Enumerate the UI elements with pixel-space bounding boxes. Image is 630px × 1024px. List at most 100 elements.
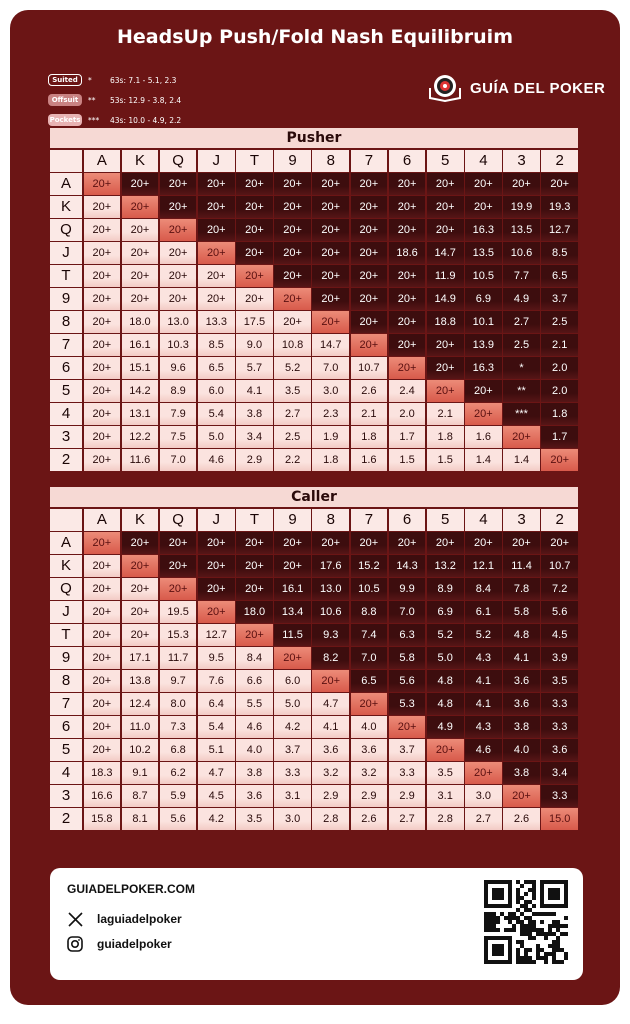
hand-cell-offsuit: 10.3 [159, 334, 197, 356]
hand-cell-suited: 6.5 [541, 265, 578, 287]
hand-cell-suited: 20+ [350, 265, 388, 287]
qr-code[interactable] [484, 880, 568, 964]
hand-cell-offsuit: 3.7 [388, 739, 426, 761]
hand-cell-offsuit: 3.1 [274, 785, 311, 807]
hand-cell-offsuit: 13.8 [121, 670, 159, 692]
row-label: K [50, 196, 82, 218]
hand-cell-offsuit: 13.3 [197, 311, 235, 333]
hand-cell-pair: 20+ [350, 334, 388, 356]
hand-cell-suited: 20+ [274, 532, 311, 554]
hand-cell-offsuit: 20+ [121, 601, 159, 623]
hand-cell-offsuit: 4.0 [236, 739, 273, 761]
hand-cell-suited: 20+ [197, 555, 235, 577]
hand-cell-offsuit: 17.1 [121, 647, 159, 669]
hand-cell-offsuit: 11.6 [121, 449, 159, 471]
hand-cell-offsuit: 20+ [83, 311, 121, 333]
hand-cell-offsuit: 16.1 [121, 334, 159, 356]
row-label: A [50, 532, 82, 554]
website-link[interactable]: GUIADELPOKER.COM [67, 882, 196, 896]
hand-cell-suited: 8.5 [541, 242, 578, 264]
hand-cell-offsuit: 8.0 [159, 693, 197, 715]
hand-cell-offsuit: 20+ [159, 242, 197, 264]
hand-cell-suited: 4.8 [426, 693, 464, 715]
hand-cell-suited: 19.3 [541, 196, 578, 218]
hand-cell-offsuit: 20+ [159, 288, 197, 310]
hand-cell-offsuit: 1.9 [312, 426, 350, 448]
hand-cell-offsuit: 1.8 [426, 426, 464, 448]
hand-cell-suited: 20+ [388, 173, 426, 195]
hand-cell-offsuit: 3.0 [274, 808, 311, 830]
hand-cell-offsuit: 14.2 [121, 380, 159, 402]
hand-cell-offsuit: 7.9 [159, 403, 197, 425]
hand-cell-suited: 20+ [236, 578, 273, 600]
hand-cell-suited: 8.4 [465, 578, 502, 600]
hand-cell-suited: 14.9 [426, 288, 464, 310]
column-header: J [197, 150, 235, 172]
column-header: 8 [312, 509, 350, 531]
hand-cell-suited: 20+ [350, 532, 388, 554]
hand-cell-suited: 12.7 [541, 219, 578, 241]
hand-cell-offsuit: 9.6 [159, 357, 197, 379]
hand-cell-suited: 20+ [350, 242, 388, 264]
x-link[interactable]: laguiadelpoker [67, 911, 182, 927]
hand-cell-suited: 20+ [197, 219, 235, 241]
hand-cell-offsuit: 1.5 [426, 449, 464, 471]
hand-cell-suited: 20+ [465, 173, 502, 195]
hand-cell-pair: 20+ [121, 555, 159, 577]
pusher-title: Pusher [50, 128, 578, 148]
legend-note: 63s: 7.1 - 5.1, 2.3 [110, 75, 177, 85]
pusher-grid: A K Q J T 9 8 7 6 5 4 3 2 A 20+ 20+ 20+ 20+ 20+ 20+ 20+ 20+ 20… [50, 150, 578, 471]
hand-cell-suited: 4.3 [465, 716, 502, 738]
legend-stars: ** [88, 95, 96, 105]
x-logo-icon [67, 911, 83, 927]
hand-cell-offsuit: 4.2 [274, 716, 311, 738]
page-title: HeadsUp Push/Fold Nash Equilibruim [116, 26, 513, 48]
hand-cell-offsuit: 19.5 [159, 601, 197, 623]
hand-cell-suited: 20+ [274, 265, 311, 287]
hand-cell-offsuit: 2.6 [350, 380, 388, 402]
hand-cell-suited: 7.2 [541, 578, 578, 600]
column-header: Q [159, 150, 197, 172]
hand-cell-offsuit: 2.1 [350, 403, 388, 425]
hand-cell-suited: 6.5 [350, 670, 388, 692]
hand-cell-offsuit: 2.1 [426, 403, 464, 425]
hand-cell-offsuit: 2.9 [236, 449, 273, 471]
hand-cell-offsuit: 10.7 [350, 357, 388, 379]
pockets-pill: Pockets [48, 114, 82, 126]
hand-cell-suited: 16.3 [465, 219, 502, 241]
hand-cell-offsuit: 5.7 [236, 357, 273, 379]
hand-cell-suited: 20+ [312, 219, 350, 241]
hand-cell-offsuit: 2.4 [388, 380, 426, 402]
hand-cell-suited: 4.8 [426, 670, 464, 692]
instagram-link[interactable]: guiadelpoker [67, 936, 172, 952]
hand-cell-suited: 8.8 [350, 601, 388, 623]
legend-note: 43s: 10.0 - 4.9, 2.2 [110, 115, 182, 125]
hand-cell-suited: 20+ [197, 578, 235, 600]
column-header: 9 [274, 150, 311, 172]
hand-cell-suited: 20+ [465, 196, 502, 218]
hand-cell-suited: 15.2 [350, 555, 388, 577]
row-label: Q [50, 219, 82, 241]
column-header: A [83, 509, 121, 531]
hand-cell-offsuit: 20+ [83, 242, 121, 264]
hand-cell-suited: 5.8 [388, 647, 426, 669]
corner-cell [50, 509, 82, 531]
hand-cell-suited: 20+ [388, 265, 426, 287]
hand-cell-offsuit: 20+ [121, 624, 159, 646]
row-label: 2 [50, 808, 82, 830]
hand-cell-offsuit: 20+ [83, 739, 121, 761]
hand-cell-offsuit: 4.1 [236, 380, 273, 402]
hand-cell-offsuit: 8.9 [159, 380, 197, 402]
column-header: 6 [388, 150, 426, 172]
hand-cell-suited: 20+ [197, 173, 235, 195]
hand-cell-pair: 20+ [197, 601, 235, 623]
hand-cell-offsuit: 9.5 [197, 647, 235, 669]
row-label: 9 [50, 647, 82, 669]
hand-cell-suited: 1.8 [541, 403, 578, 425]
hand-cell-suited: 2.0 [541, 380, 578, 402]
hand-cell-suited: 4.6 [465, 739, 502, 761]
hand-cell-offsuit: 5.4 [197, 716, 235, 738]
hand-cell-suited: 3.8 [503, 762, 540, 784]
hand-cell-suited: 20+ [465, 532, 502, 554]
column-header: Q [159, 509, 197, 531]
